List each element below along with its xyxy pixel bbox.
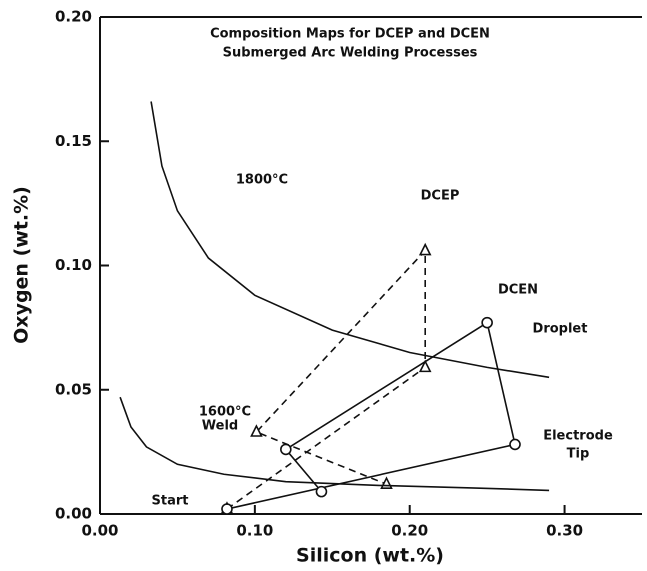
y-tick-label: 0.05 [55, 380, 92, 398]
annotation: Tip [567, 447, 590, 462]
series-label: 1800°C [236, 173, 288, 188]
x-tick-label: 0.30 [546, 522, 583, 540]
series-line [226, 321, 516, 510]
y-tick-label: 0.20 [55, 8, 92, 26]
point [509, 438, 521, 451]
point [315, 485, 328, 498]
point [250, 424, 263, 437]
chart-subtitle: Submerged Arc Welding Processes [223, 46, 478, 61]
x-tick-label: 0.10 [236, 522, 273, 540]
series-label: 1600°C [199, 405, 251, 420]
point [221, 503, 233, 515]
y-tick-label: 0.15 [55, 132, 92, 150]
series-label: DCEN [498, 283, 538, 298]
y-axis-label: Oxygen (wt.%) [11, 186, 33, 344]
point [280, 443, 292, 456]
chart-title: Composition Maps for DCEP and DCEN [210, 27, 490, 42]
annotation: Weld [202, 419, 238, 434]
series-label: DCEP [421, 189, 460, 204]
x-tick-label: 0.20 [391, 522, 428, 540]
x-tick-label: 0.00 [81, 522, 118, 540]
x-axis-label: Silicon (wt.%) [296, 545, 444, 567]
series-line [119, 396, 550, 492]
series-line [150, 101, 550, 379]
point [418, 242, 432, 256]
point [418, 359, 432, 373]
annotation: Start [152, 494, 189, 509]
y-tick-label: 0.00 [55, 505, 92, 523]
annotation: Droplet [533, 322, 588, 337]
annotation: Electrode [543, 429, 613, 444]
y-tick-label: 0.10 [55, 256, 92, 274]
point [481, 316, 493, 329]
